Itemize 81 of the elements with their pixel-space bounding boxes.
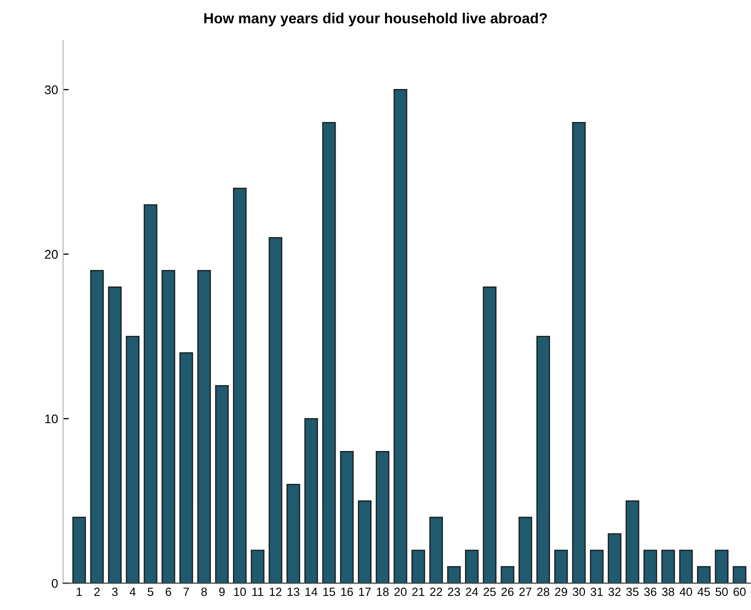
bar (608, 533, 622, 584)
bar (518, 516, 532, 584)
bar (626, 500, 640, 584)
x-tick-label: 5 (148, 588, 154, 596)
bar (108, 286, 122, 584)
bar (411, 550, 426, 584)
x-tick-label: 25 (484, 588, 496, 596)
bar (697, 566, 711, 584)
bar (286, 484, 300, 584)
x-tick-label: 28 (537, 588, 550, 596)
bar (90, 270, 104, 584)
bar (679, 550, 693, 584)
x-tick-label: 16 (341, 588, 353, 596)
x-tick-label: 27 (519, 588, 532, 596)
bar (714, 550, 728, 584)
bar (250, 550, 264, 584)
bar (536, 336, 550, 584)
x-tick-label: 45 (698, 588, 710, 596)
bar (482, 286, 496, 584)
bar (661, 550, 675, 584)
x-tick-label: 23 (448, 588, 460, 596)
bar (162, 270, 176, 584)
x-tick-label: 24 (466, 588, 478, 596)
chart-title: How many years did your household live abroad? (204, 12, 547, 26)
bar (72, 516, 86, 584)
x-tick-label: 32 (608, 588, 621, 596)
y-tick-label: 10 (45, 414, 58, 424)
x-tick-label: 6 (166, 588, 172, 596)
x-tick-label: 12 (270, 588, 282, 596)
x-tick-label: 14 (306, 588, 318, 596)
y-tick-label: 20 (44, 250, 58, 259)
bar (358, 500, 372, 584)
x-tick-label: 4 (130, 588, 136, 596)
bar (340, 450, 354, 584)
bar (268, 237, 282, 584)
bar (572, 122, 586, 584)
x-tick-label: 7 (184, 588, 189, 596)
bar (429, 516, 443, 584)
x-tick-label: 26 (502, 588, 514, 596)
bar (394, 89, 408, 584)
x-tick-label: 3 (112, 588, 118, 596)
x-tick-label: 21 (412, 588, 424, 596)
x-tick-label: 18 (376, 588, 389, 596)
y-tick-label: 30 (44, 85, 58, 94)
x-tick-label: 60 (734, 588, 746, 596)
x-tick-label: 36 (644, 588, 656, 596)
x-tick-label: 15 (323, 588, 336, 596)
y-tick-label: 0 (52, 578, 58, 588)
bar (376, 450, 390, 584)
bar (232, 188, 247, 584)
bar (590, 550, 604, 584)
x-tick-label: 17 (359, 588, 371, 596)
bar (144, 204, 158, 584)
x-tick-label: 38 (662, 588, 674, 596)
bar (197, 270, 211, 584)
bar (304, 418, 318, 584)
bar (554, 550, 568, 584)
x-tick-label: 20 (394, 588, 407, 596)
x-tick-label: 50 (716, 588, 728, 596)
bar (643, 550, 658, 584)
bar (447, 566, 461, 584)
x-tick-label: 8 (201, 588, 207, 596)
x-tick-label: 35 (626, 588, 639, 596)
x-tick-label: 40 (680, 588, 692, 596)
x-tick-label: 9 (219, 588, 225, 596)
x-tick-label: 13 (288, 588, 300, 596)
x-tick-label: 10 (234, 588, 246, 596)
bar (126, 336, 140, 584)
bar (179, 352, 194, 584)
x-tick-label: 22 (430, 588, 442, 596)
bar (215, 385, 229, 584)
x-tick-label: 11 (252, 588, 264, 596)
bar (500, 566, 514, 584)
x-tick-label: 29 (555, 588, 568, 596)
bar (322, 122, 336, 584)
bar (465, 550, 479, 584)
x-tick-label: 1 (76, 588, 82, 596)
bar (732, 566, 746, 584)
x-tick-label: 31 (590, 588, 603, 596)
x-tick-label: 30 (572, 588, 586, 596)
x-tick-label: 2 (94, 588, 100, 596)
